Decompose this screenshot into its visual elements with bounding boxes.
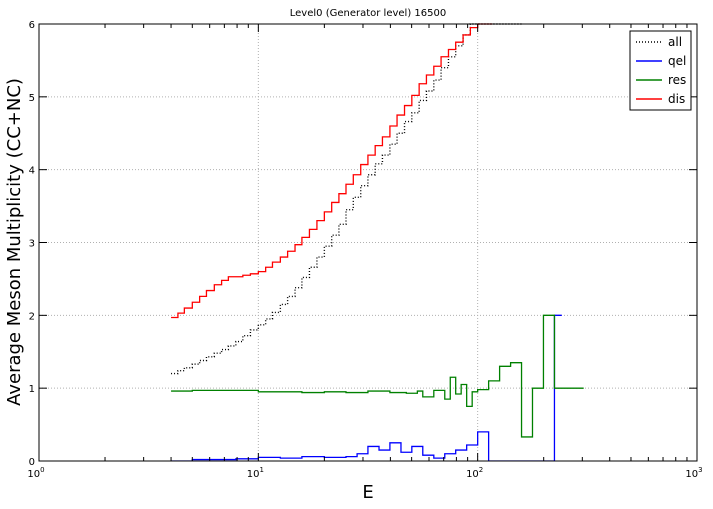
legend-label-qel: qel	[668, 54, 686, 68]
x-axis-label: E	[362, 482, 373, 503]
x-tick-base: 10	[247, 469, 260, 480]
legend-label-res: res	[668, 73, 686, 87]
x-tick-exponent: 2	[479, 466, 483, 474]
y-tick-label: 6	[29, 20, 35, 31]
y-tick-label: 3	[29, 239, 35, 250]
x-tick-label: 102	[466, 466, 483, 480]
y-tick-label: 2	[29, 311, 35, 322]
series-line-qel	[171, 314, 562, 461]
x-tick-base: 10	[27, 469, 40, 480]
y-axis-label: Average Meson Multiplicity (CC+NC)	[4, 78, 25, 406]
x-tick-exponent: 0	[40, 466, 44, 474]
x-tick-exponent: 1	[259, 466, 263, 474]
legend: all qel res dis	[629, 30, 692, 111]
series-layer	[171, 23, 584, 461]
y-tick-label: 5	[29, 93, 35, 104]
x-tick-exponent: 3	[698, 466, 702, 474]
y-tick-label: 4	[29, 166, 35, 177]
legend-label-all: all	[668, 35, 682, 49]
series-line-all	[171, 23, 522, 375]
chart-title: Level0 (Generator level) 16500	[290, 8, 446, 19]
series-line-dis	[171, 23, 493, 319]
y-tick-label: 0	[29, 457, 35, 468]
x-tick-base: 10	[685, 469, 698, 480]
x-tick-label: 100	[27, 466, 44, 480]
legend-box	[629, 30, 692, 111]
series-line-res	[171, 314, 584, 438]
legend-label-dis: dis	[668, 92, 685, 106]
grid	[38, 23, 698, 462]
x-tick-label: 101	[247, 466, 264, 480]
x-tick-label: 103	[685, 466, 702, 480]
x-tick-base: 10	[466, 469, 479, 480]
plot-frame	[38, 23, 698, 462]
y-tick-label: 1	[29, 384, 35, 395]
